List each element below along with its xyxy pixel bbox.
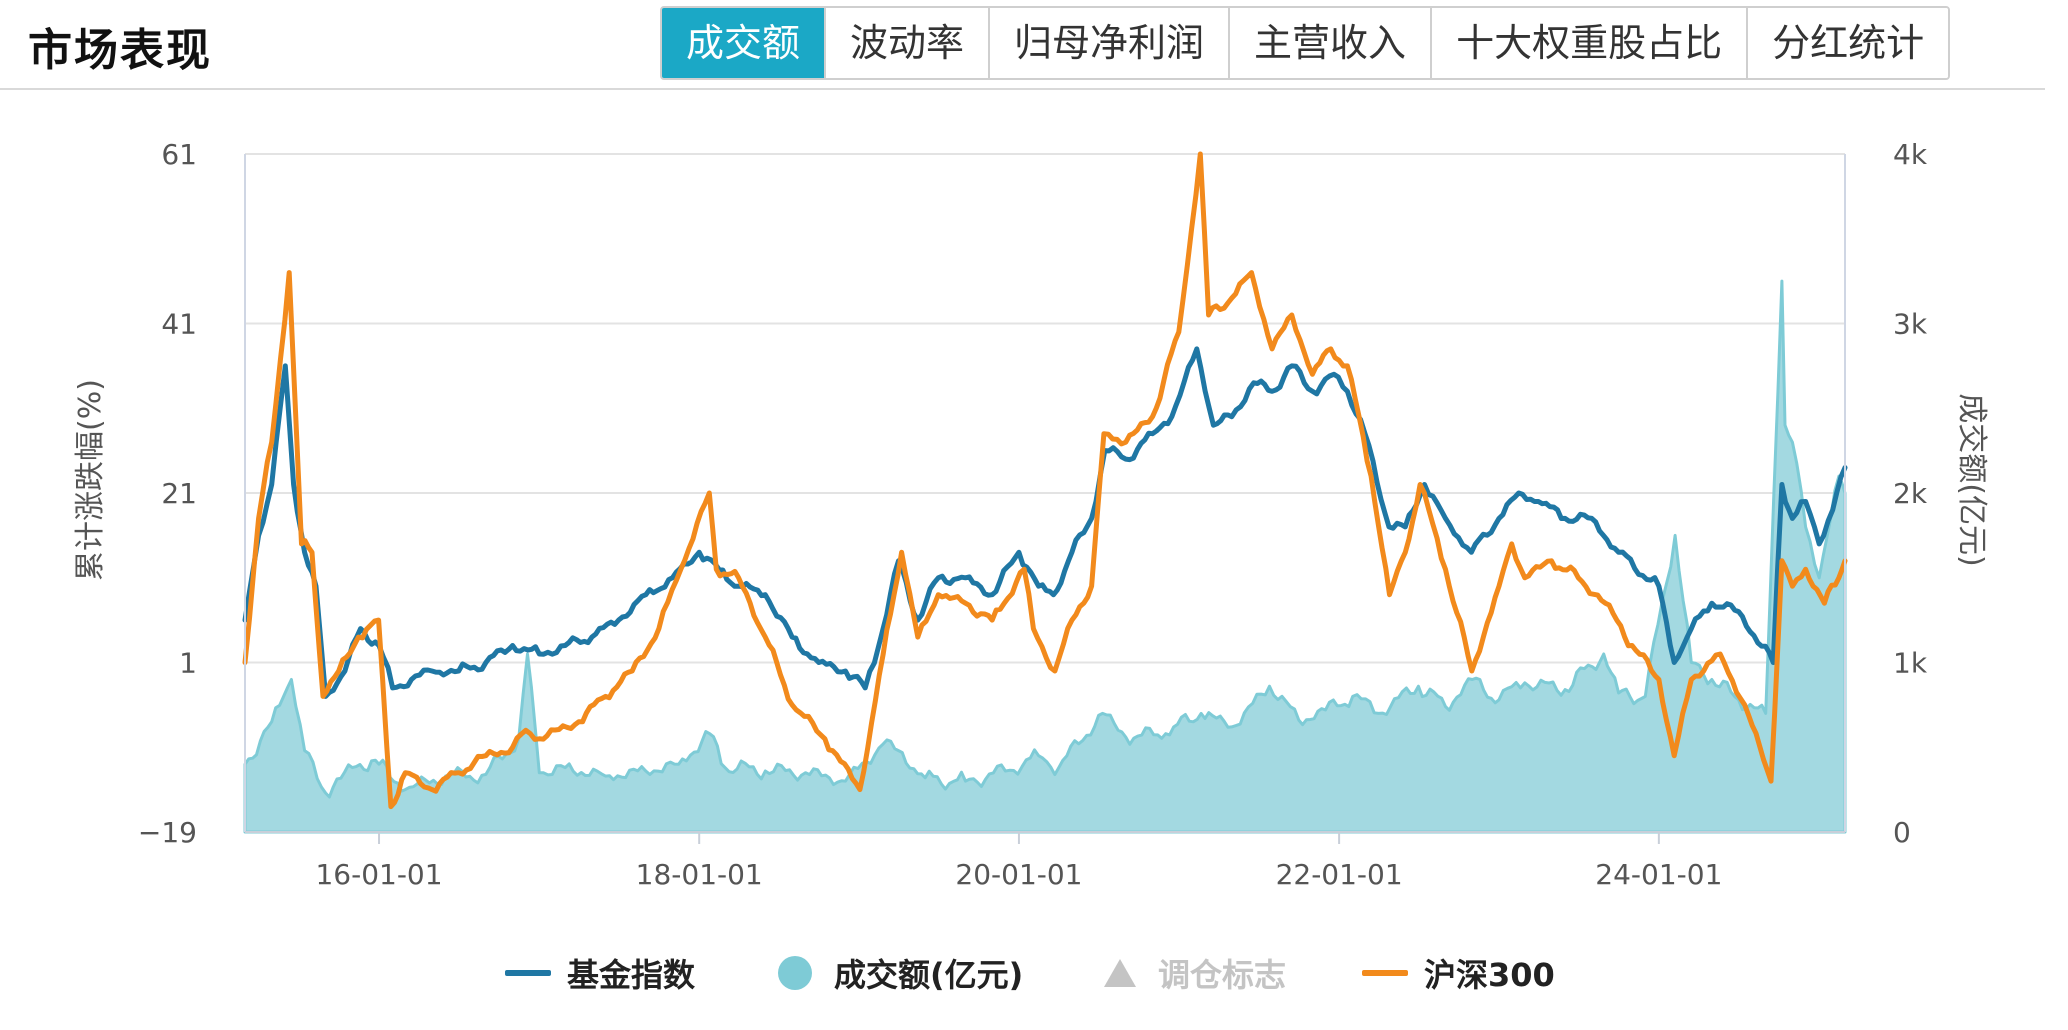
legend-circle-icon [778,956,812,990]
right-axis-title: 成交额(亿元) [1954,393,1989,566]
x-axis-tick-label: 22-01-01 [1276,858,1403,891]
left-axis-tick-label: 1 [179,647,197,680]
right-axis-tick-label: 2k [1893,477,1928,510]
x-axis-tick-label: 18-01-01 [636,858,763,891]
chart-legend: 基金指数 成交额(亿元) 调仓标志 沪深300 [0,940,2068,1010]
right-axis-tick-label: 0 [1893,816,1911,849]
legend-line-icon [1362,970,1408,976]
right-axis-tick-label: 1k [1893,647,1928,680]
series-line-fund-index [242,346,1848,699]
legend-label: 调仓标志 [1158,956,1287,994]
right-axis-tick-label: 3k [1893,308,1928,341]
left-axis-tick-label: 61 [161,138,197,171]
turnover-area-layer [243,279,1847,834]
left-axis-tick-label: 21 [161,477,197,510]
chart-axes: 61 4k 41 3k 21 2k 1 1k −19 0 16-01-01 18-01-01 20-01… [138,138,1928,891]
tab-top10-weight[interactable]: 十大权重股占比 [1430,8,1747,78]
left-axis-title: 累计涨跌幅(%) [73,379,108,581]
left-axis-tick-label: 41 [161,308,197,341]
legend-label: 基金指数 [567,956,696,994]
x-axis-tick-label: 16-01-01 [315,858,442,891]
tab-dividend[interactable]: 分红统计 [1746,8,1949,78]
x-axis-tick-label: 24-01-01 [1595,858,1722,891]
tab-revenue[interactable]: 主营收入 [1228,8,1431,78]
series-area-turnover [243,279,1847,834]
tab-turnover[interactable]: 成交额 [662,8,825,78]
section-header: 市场表现 成交额 波动率 归母净利润 主营收入 十大权重股占比 分红统计 [0,0,2045,90]
legend-fund-index[interactable]: 基金指数 [505,948,695,998]
legend-rebalance-mark[interactable]: 调仓标志 [1104,948,1286,998]
line-layer [242,151,1848,810]
left-axis-tick-label: −19 [138,816,197,849]
legend-label: 沪深300 [1424,956,1555,994]
tab-net-profit[interactable]: 归母净利润 [988,8,1229,78]
section-title: 市场表现 [28,25,212,76]
market-performance-chart: 61 4k 41 3k 21 2k 1 1k −19 0 16-01-01 18-01-01 20-01… [73,138,1989,891]
x-axis-tick-label: 20-01-01 [955,858,1082,891]
legend-turnover[interactable]: 成交额(亿元) [778,948,1023,998]
legend-triangle-icon [1104,959,1136,987]
metric-tabs: 成交额 波动率 归母净利润 主营收入 十大权重股占比 分红统计 [660,6,1951,80]
tab-volatility[interactable]: 波动率 [824,8,989,78]
series-line-csi300 [242,151,1848,810]
legend-csi300[interactable]: 沪深300 [1362,948,1555,998]
legend-label: 成交额(亿元) [834,956,1024,994]
right-axis-tick-label: 4k [1893,138,1928,171]
legend-line-icon [505,970,551,976]
